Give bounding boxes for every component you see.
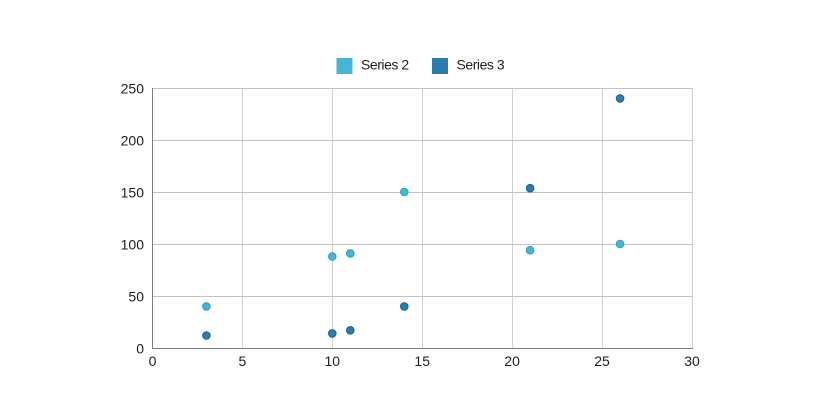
svg-text:150: 150 — [121, 185, 145, 201]
svg-text:5: 5 — [239, 353, 247, 369]
svg-text:0: 0 — [136, 341, 144, 357]
svg-text:10: 10 — [325, 353, 341, 369]
svg-text:250: 250 — [121, 81, 145, 97]
svg-text:100: 100 — [121, 237, 145, 253]
svg-text:50: 50 — [128, 289, 144, 305]
svg-text:0: 0 — [149, 353, 157, 369]
svg-text:Series 2: Series 2 — [361, 57, 409, 73]
svg-text:200: 200 — [121, 133, 145, 149]
svg-text:30: 30 — [684, 353, 700, 369]
svg-text:15: 15 — [414, 353, 430, 369]
svg-text:20: 20 — [504, 353, 520, 369]
svg-text:Series 3: Series 3 — [457, 57, 505, 73]
svg-text:25: 25 — [594, 353, 610, 369]
